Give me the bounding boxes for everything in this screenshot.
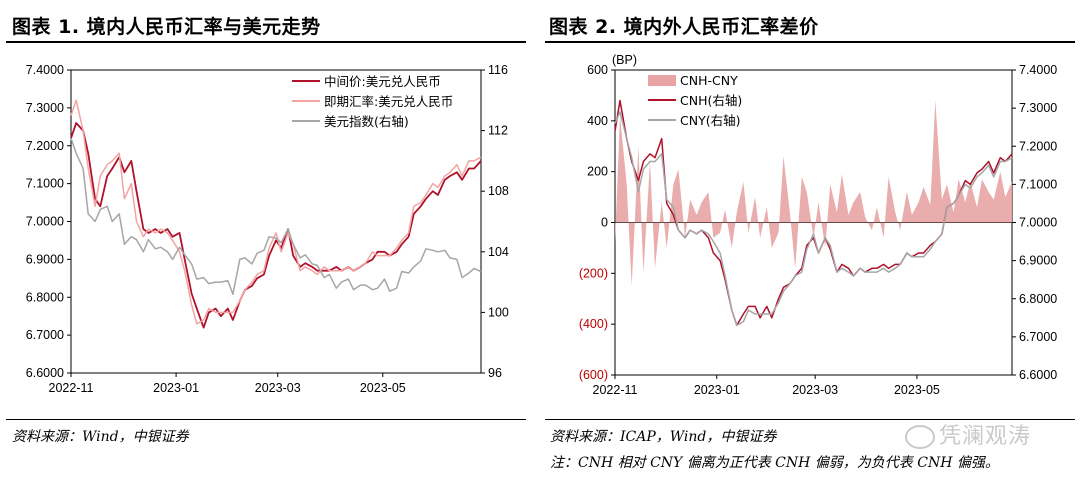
chart1-right-tick-label: 116 xyxy=(488,63,508,77)
chart2-right-tick-label: 7.3000 xyxy=(1019,101,1057,115)
chart1-right-tick-label: 100 xyxy=(488,305,509,319)
chart2-right-tick-label: 6.9000 xyxy=(1019,254,1057,268)
chart2-left-tick-label: (600) xyxy=(579,368,608,382)
chart2-left-tick-label: 200 xyxy=(587,165,608,179)
chart1-left-tick-label: 7.0000 xyxy=(26,215,64,229)
chart2-right-tick-label: 6.7000 xyxy=(1019,330,1057,344)
chart1-source: 资料来源：Wind，中银证券 xyxy=(12,429,189,445)
chart1-x-tick-label: 2023-05 xyxy=(360,381,406,395)
wechat-icon xyxy=(905,425,935,449)
chart2-legend-label-1: CNH(右轴) xyxy=(680,93,742,108)
chart2-legend-label-0: CNH-CNY xyxy=(680,73,738,88)
chart2-legend-swatch-0 xyxy=(648,75,676,86)
chart2-legend-label-2: CNY(右轴) xyxy=(680,113,740,128)
chart2-left-tick-label: (400) xyxy=(579,317,608,331)
chart1-title: 图表 1. 境内人民币汇率与美元走势 xyxy=(12,16,321,38)
chart1-series-1-line xyxy=(70,99,482,325)
chart2-right-tick-label: 7.2000 xyxy=(1019,139,1057,153)
chart1-series-0-line xyxy=(70,122,482,329)
chart2-left-tick-label: 400 xyxy=(587,114,608,128)
chart1-left-tick-label: 6.9000 xyxy=(26,252,64,266)
chart1-right-tick-label: 96 xyxy=(488,366,502,380)
chart2-x-tick-label: 2023-03 xyxy=(792,383,838,397)
chart1-x-tick-label: 2023-01 xyxy=(153,381,199,395)
chart1-left-tick-label: 7.1000 xyxy=(26,177,64,191)
chart2-note: 注：CNH 相对 CNY 偏离为正代表 CNH 偏弱，为负代表 CNH 偏强。 xyxy=(550,455,999,471)
chart2-left-axis-unit: (BP) xyxy=(612,53,637,67)
chart1-series-2-line xyxy=(70,137,482,295)
chart1-right-tick-label: 104 xyxy=(488,245,509,259)
watermark-text: 凭澜观涛 xyxy=(939,424,1032,449)
chart2-left-tick-label: 600 xyxy=(587,63,608,77)
chart2-series-2-line xyxy=(614,111,1013,327)
chart1-legend-label-2: 美元指数(右轴) xyxy=(324,114,409,129)
chart2-right-tick-label: 7.1000 xyxy=(1019,177,1057,191)
chart2-x-tick-label: 2023-01 xyxy=(694,383,740,397)
chart2-title: 图表 2. 境内外人民币汇率差价 xyxy=(549,16,819,38)
chart1-legend-label-1: 即期汇率:美元兑人民币 xyxy=(324,94,453,109)
chart2-top-rule xyxy=(545,41,1075,43)
watermark: 凭澜观涛 xyxy=(905,418,1031,450)
chart1-left-tick-label: 6.6000 xyxy=(26,366,64,380)
chart2-right-tick-label: 6.8000 xyxy=(1019,292,1057,306)
chart1-x-tick-label: 2022-11 xyxy=(49,381,94,395)
chart2-bottom-rule xyxy=(545,419,1075,420)
chart1-legend-label-0: 中间价:美元兑人民币 xyxy=(324,74,441,89)
chart1-right-tick-label: 108 xyxy=(488,184,509,198)
chart2-series-0-area xyxy=(615,100,1012,286)
chart1-left-tick-label: 6.7000 xyxy=(26,328,64,342)
chart1-bottom-rule xyxy=(6,419,526,420)
chart1-left-tick-label: 7.4000 xyxy=(26,63,64,77)
chart2-right-tick-label: 6.6000 xyxy=(1019,368,1057,382)
chart2-right-tick-label: 7.0000 xyxy=(1019,216,1057,230)
chart2-left-tick-label: 0 xyxy=(601,216,608,230)
chart1-left-tick-label: 7.2000 xyxy=(26,139,64,153)
chart2-right-tick-label: 7.4000 xyxy=(1019,63,1057,77)
chart1-top-rule xyxy=(6,41,526,43)
chart2-left-tick-label: (200) xyxy=(579,266,608,280)
chart2-source: 资料来源：ICAP，Wind，中银证券 xyxy=(550,429,777,445)
chart2-x-tick-label: 2023-05 xyxy=(894,383,940,397)
chart1-right-tick-label: 112 xyxy=(488,124,508,138)
chart1-plot-frame xyxy=(70,69,482,374)
chart1-left-tick-label: 6.8000 xyxy=(26,290,64,304)
chart2-x-tick-label: 2022-11 xyxy=(593,383,638,397)
chart1-x-tick-label: 2023-03 xyxy=(255,381,301,395)
chart1-left-tick-label: 7.3000 xyxy=(26,101,64,115)
